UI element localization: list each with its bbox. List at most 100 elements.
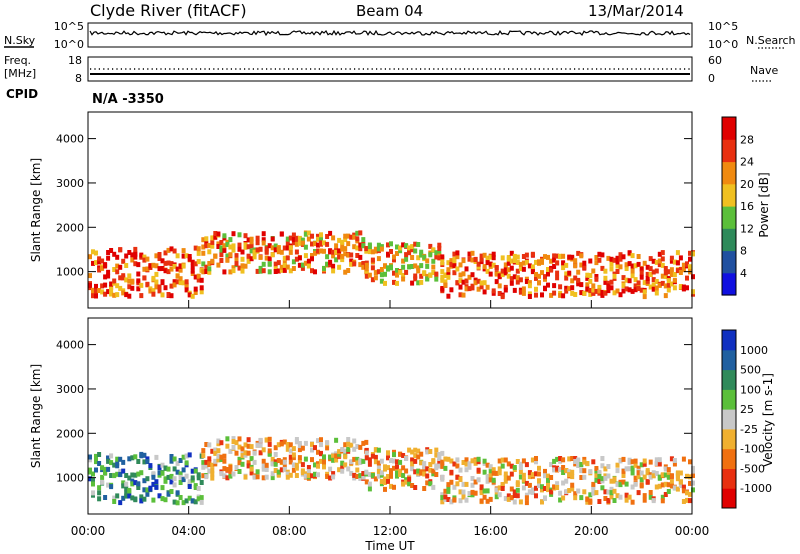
colorbar-tick-label: 24	[740, 156, 754, 169]
scatter-cell	[624, 286, 629, 292]
scatter-cell	[648, 266, 653, 272]
scatter-cell	[355, 245, 360, 251]
scatter-cell	[154, 454, 159, 460]
scatter-cell	[458, 477, 463, 482]
scatter-cell	[443, 465, 448, 471]
scatter-cell	[115, 254, 120, 260]
scatter-cell	[518, 266, 523, 272]
scatter-cell	[627, 459, 632, 465]
scatter-cell	[346, 241, 351, 247]
scatter-cell	[285, 245, 290, 251]
scatter-cell	[231, 268, 236, 274]
scatter-cell	[373, 476, 378, 482]
scatter-cell	[443, 456, 448, 462]
scatter-cell	[175, 279, 180, 285]
scatter-cell	[127, 489, 132, 495]
scatter-cell	[258, 246, 263, 252]
scatter-cell	[609, 490, 614, 496]
scatter-cell	[621, 473, 626, 478]
scatter-cell	[316, 233, 320, 239]
scatter-cell	[567, 286, 572, 292]
scatter-cell	[588, 278, 593, 284]
scatter-cell	[88, 457, 92, 463]
scatter-cell	[264, 467, 269, 472]
scatter-cell	[500, 294, 505, 300]
scatter-cell	[355, 230, 360, 236]
scatter-cell	[588, 288, 593, 293]
scatter-cell	[530, 457, 535, 463]
scatter-cell	[398, 472, 403, 477]
scatter-cell	[201, 250, 206, 256]
scatter-cell	[291, 259, 296, 265]
scatter-cell	[588, 469, 593, 475]
scatter-cell	[518, 469, 523, 475]
scatter-cell	[555, 270, 560, 276]
scatter-cell	[591, 283, 596, 289]
scatter-cell	[407, 481, 412, 487]
scatter-cell	[561, 457, 566, 463]
scatter-cell	[546, 282, 550, 288]
scatter-cell	[181, 263, 186, 269]
x-tick-label: 04:00	[171, 524, 206, 538]
scatter-cell	[425, 480, 430, 486]
scatter-cell	[585, 282, 590, 288]
scatter-cell	[446, 482, 451, 488]
scatter-cell	[452, 497, 457, 503]
scatter-cell	[413, 485, 418, 490]
scatter-cell	[642, 280, 647, 286]
scatter-cell	[261, 458, 266, 464]
scatter-cell	[618, 292, 623, 298]
scatter-cell	[255, 442, 260, 448]
scatter-cell	[404, 269, 409, 275]
scatter-cell	[151, 262, 156, 268]
scatter-cell	[681, 267, 686, 273]
scatter-cell	[651, 473, 656, 479]
scatter-cell	[573, 459, 578, 464]
scatter-cell	[190, 468, 195, 474]
scatter-cell	[537, 471, 541, 477]
colorbar-swatch	[722, 117, 736, 140]
scatter-cell	[401, 276, 406, 282]
scatter-cell	[139, 494, 144, 500]
scatter-cell	[410, 255, 415, 260]
scatter-cell	[654, 484, 659, 490]
scatter-cell	[300, 445, 305, 451]
scatter-cell	[346, 252, 351, 258]
scatter-cell	[364, 266, 369, 272]
scatter-cell	[228, 473, 233, 479]
scatter-cell	[169, 266, 174, 272]
scatter-cell	[416, 468, 421, 474]
scatter-cell	[639, 287, 644, 293]
scatter-cell	[416, 265, 421, 271]
scatter-cell	[685, 497, 689, 503]
scatter-cell	[118, 471, 123, 477]
scatter-cell	[449, 469, 454, 475]
scatter-cell	[190, 264, 195, 270]
scatter-cell	[264, 437, 269, 443]
scatter-cell	[485, 260, 490, 266]
scatter-cell	[331, 453, 336, 459]
scatter-cell	[503, 270, 508, 276]
scatter-cell	[395, 473, 399, 479]
scatter-cell	[204, 243, 209, 249]
scatter-cell	[509, 495, 514, 501]
scatter-cell	[386, 455, 390, 461]
scatter-cell	[537, 478, 541, 484]
scatter-cell	[297, 255, 302, 261]
scatter-cell	[470, 250, 475, 256]
scatter-cell	[633, 277, 638, 283]
scatter-cell	[518, 289, 523, 295]
scatter-cell	[349, 258, 354, 264]
scatter-cell	[145, 459, 150, 464]
scatter-cell	[310, 241, 314, 247]
scatter-cell	[352, 261, 357, 267]
scatter-cell	[193, 274, 198, 280]
scatter-cell	[255, 247, 260, 253]
scatter-cell	[654, 457, 659, 463]
scatter-cell	[94, 453, 98, 459]
scatter-cell	[627, 494, 632, 500]
scatter-cell	[479, 256, 484, 262]
scatter-cell	[455, 474, 460, 480]
scatter-cell	[243, 450, 248, 456]
